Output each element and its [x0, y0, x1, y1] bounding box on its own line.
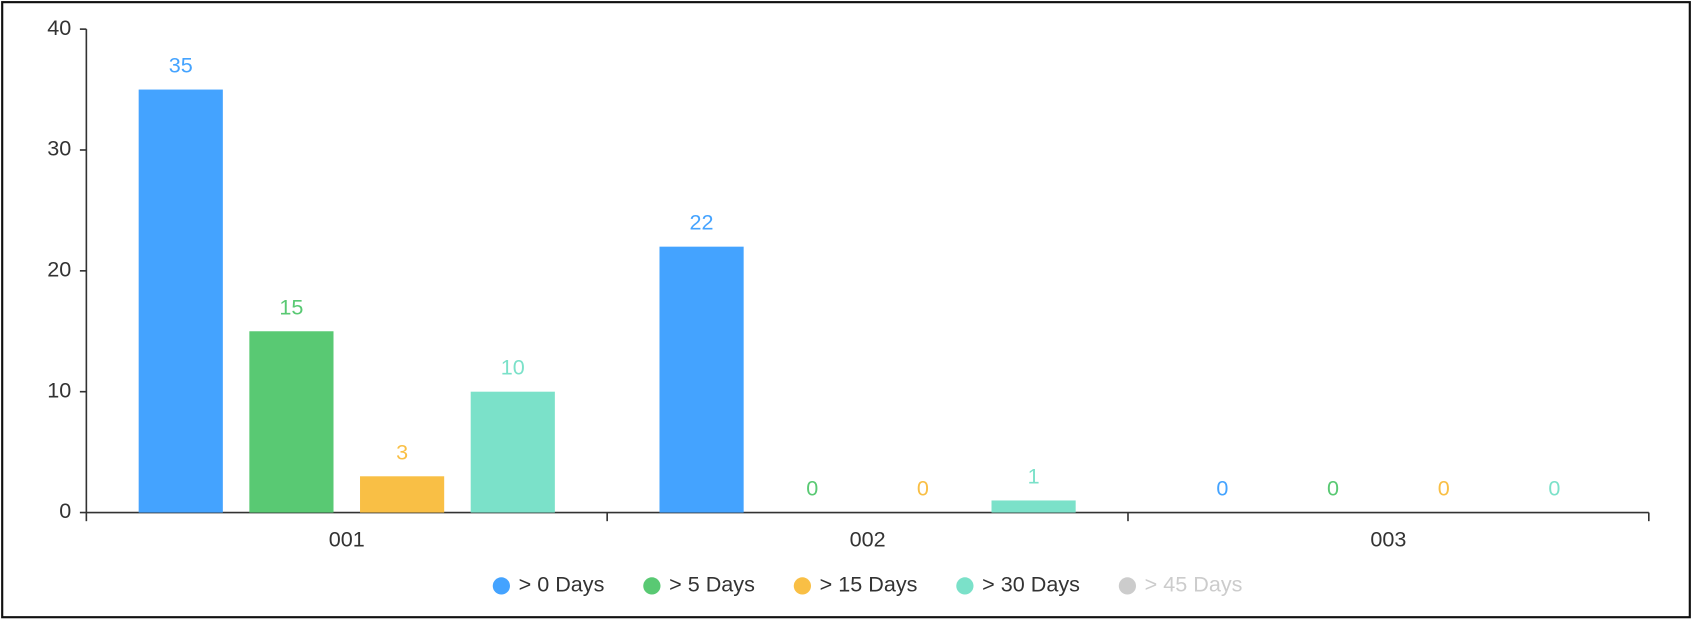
legend-marker: [1118, 577, 1137, 595]
legend-item[interactable]: > 5 Days: [643, 572, 755, 597]
bar: [991, 500, 1076, 513]
data-label: 3: [396, 439, 408, 464]
data-label: 0: [806, 476, 818, 501]
legend-marker: [643, 577, 661, 595]
data-label: 10: [501, 355, 525, 380]
x-tick-label: 001: [329, 526, 365, 551]
legend-label: > 15 Days: [820, 572, 918, 597]
bar: [360, 476, 445, 513]
data-label: 1: [1028, 464, 1040, 489]
legend-item[interactable]: > 0 Days: [492, 572, 605, 597]
y-tick-label: 20: [47, 257, 71, 282]
y-tick-label: 30: [47, 136, 71, 161]
data-label: 0: [1438, 476, 1450, 501]
data-label: 0: [917, 476, 929, 501]
bar: [249, 331, 334, 513]
x-tick-label: 002: [850, 526, 886, 551]
data-label: 15: [279, 294, 303, 319]
y-tick-label: 40: [47, 15, 71, 40]
x-tick-label: 003: [1370, 526, 1406, 551]
data-label: 35: [169, 53, 193, 78]
legend-label: > 30 Days: [982, 572, 1080, 597]
y-tick-label: 10: [47, 377, 71, 402]
legend: > 0 Days > 5 Days > 15 Days > 30 Days > 45 D…: [492, 572, 1243, 597]
bar: [138, 89, 223, 513]
legend-item[interactable]: > 45 Days: [1118, 572, 1243, 597]
legend-label: > 45 Days: [1145, 572, 1243, 597]
data-label: 0: [1548, 476, 1560, 501]
legend-item[interactable]: > 30 Days: [956, 572, 1080, 597]
y-tick-label: 0: [59, 498, 71, 523]
data-label: 0: [1327, 476, 1339, 501]
legend-label: > 5 Days: [669, 572, 755, 597]
bar: [470, 391, 555, 513]
legend-marker: [793, 577, 812, 595]
data-label: 0: [1216, 476, 1228, 501]
legend-marker: [956, 577, 974, 595]
bar: [659, 246, 744, 513]
data-label: 22: [690, 210, 714, 235]
legend-label: > 0 Days: [519, 572, 605, 597]
legend-item[interactable]: > 15 Days: [793, 572, 918, 597]
legend-marker: [492, 577, 510, 595]
